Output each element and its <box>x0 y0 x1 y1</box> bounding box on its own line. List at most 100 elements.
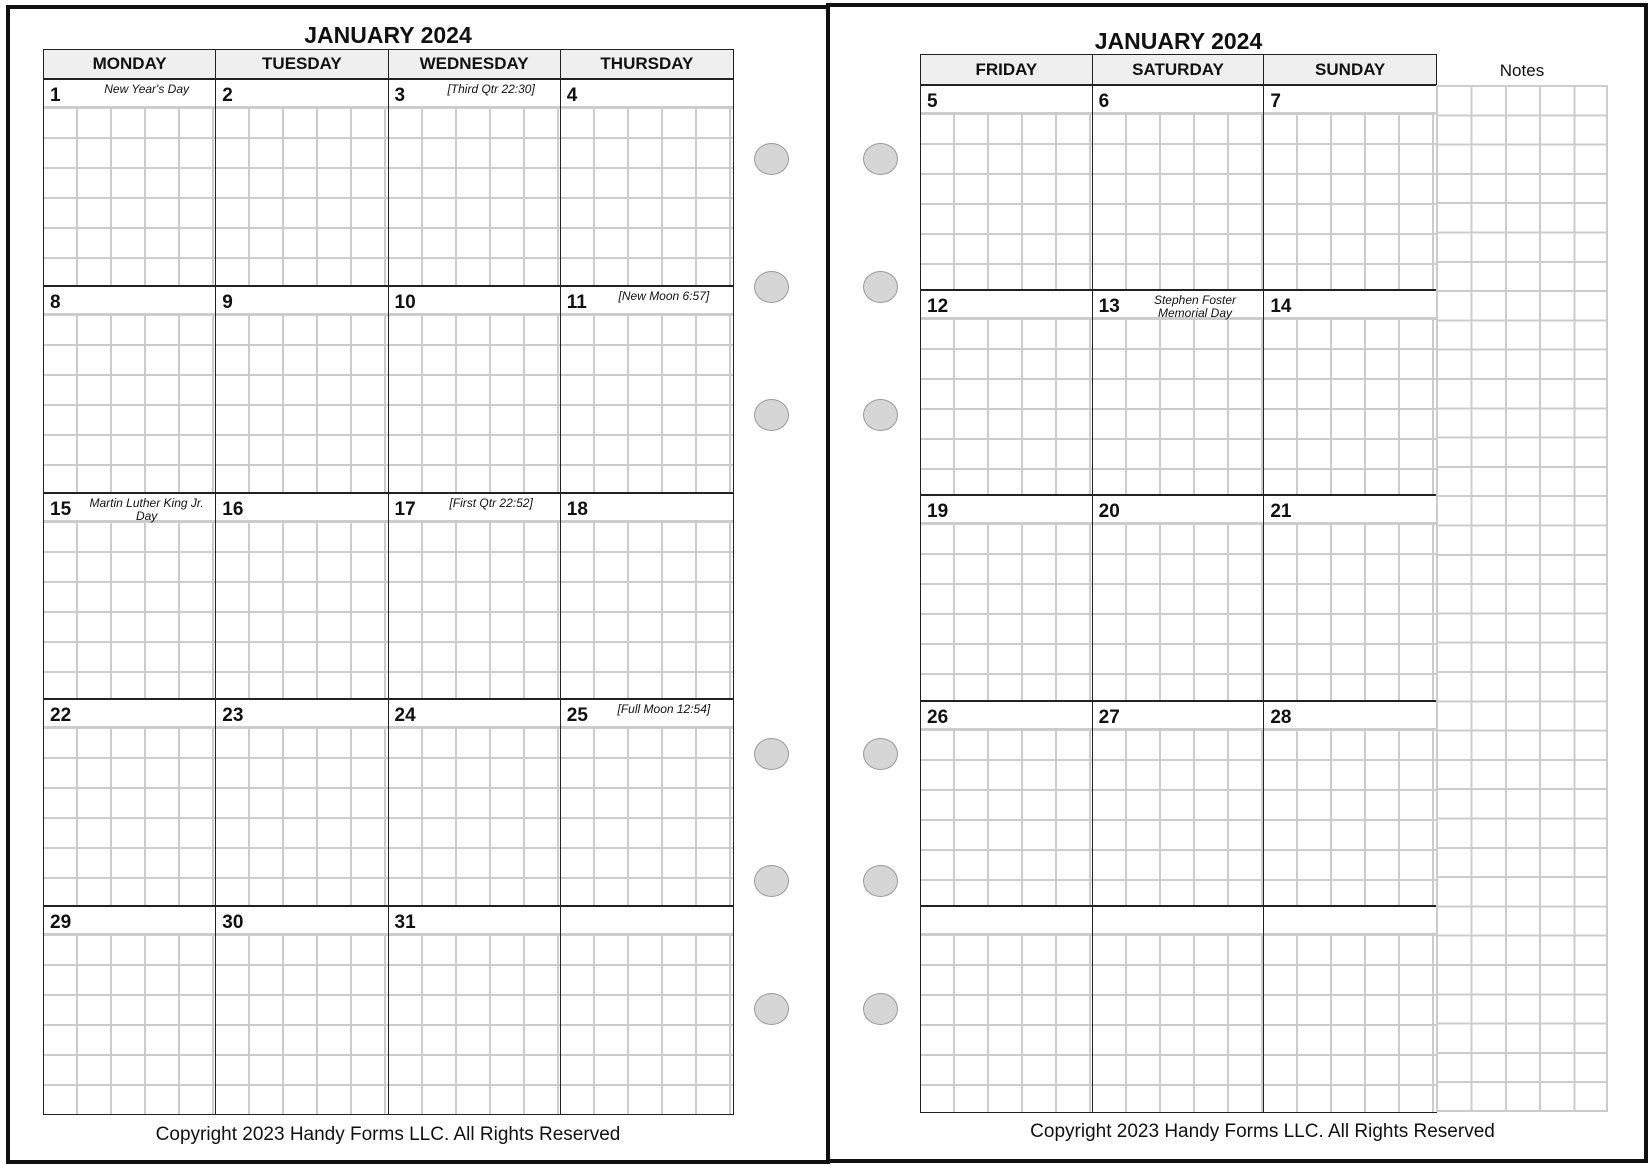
right-copyright: Copyright 2023 Handy Forms LLC. All Righ… <box>1030 1121 1495 1142</box>
binder-hole-icon <box>754 399 789 431</box>
day-number-band <box>560 700 733 729</box>
day-cell[interactable]: 14 <box>1264 291 1436 497</box>
day-cell[interactable] <box>560 907 733 1114</box>
day-number: 10 <box>394 291 416 313</box>
day-number-band <box>44 80 216 108</box>
day-number-band <box>44 907 216 936</box>
day-cell[interactable]: 18 <box>560 493 733 701</box>
day-number: 20 <box>1098 501 1120 523</box>
day-number: 17 <box>394 498 416 520</box>
binder-hole-icon <box>863 865 898 897</box>
day-cell[interactable]: 12 <box>921 291 1093 497</box>
day-number-band <box>921 291 1092 320</box>
day-number: 6 <box>1098 91 1110 112</box>
day-number-band <box>216 493 388 522</box>
notes-area[interactable] <box>1436 85 1608 1112</box>
day-number-band <box>44 286 216 315</box>
day-cell[interactable]: 7 <box>1264 86 1436 292</box>
day-number: 9 <box>222 291 233 313</box>
day-note: Martin Luther King Jr. Day <box>89 495 204 523</box>
left-copyright: Copyright 2023 Handy Forms LLC. All Righ… <box>155 1124 621 1145</box>
day-number-band <box>560 80 733 108</box>
day-header-thursday: THURSDAY <box>560 50 733 80</box>
day-cell[interactable]: 15 Martin Luther King Jr. Day <box>44 493 217 701</box>
day-cell[interactable]: 17 [First Qtr 22:52] <box>388 493 561 701</box>
day-number-band <box>1264 701 1436 730</box>
day-number-band <box>1092 701 1264 730</box>
day-cell[interactable]: 21 <box>1264 496 1436 702</box>
binder-hole-icon <box>754 993 789 1025</box>
day-number-band <box>388 80 560 108</box>
day-number-band <box>1264 496 1436 525</box>
day-header-tuesday: TUESDAY <box>216 50 389 80</box>
day-number: 30 <box>222 912 244 934</box>
day-note: [Third Qtr 22:30] <box>447 82 535 96</box>
day-number: 11 <box>566 291 587 313</box>
day-number: 14 <box>1270 296 1292 318</box>
day-cell[interactable]: 8 <box>44 286 217 494</box>
binder-hole-icon <box>754 271 789 303</box>
day-number-band <box>388 907 560 936</box>
binder-hole-icon <box>863 399 898 431</box>
day-number: 21 <box>1270 501 1292 523</box>
day-note: [Full Moon 12:54] <box>617 702 711 717</box>
day-cell[interactable]: 16 <box>216 493 389 701</box>
day-cell[interactable]: 23 <box>216 700 389 908</box>
day-note: Stephen Foster Memorial Day <box>1153 293 1237 321</box>
day-cell[interactable] <box>1264 906 1436 1112</box>
day-cell[interactable]: 13 Stephen Foster Memorial Day <box>1092 291 1265 497</box>
right-page-title: JANUARY 2024 <box>1094 28 1263 54</box>
day-number-band <box>216 700 388 729</box>
day-cell[interactable]: 26 <box>921 701 1093 907</box>
day-cell[interactable]: 25 [Full Moon 12:54] <box>560 700 733 908</box>
day-cell[interactable] <box>921 906 1093 1112</box>
binder-hole-icon <box>754 738 789 770</box>
day-number-band <box>216 80 388 108</box>
day-number: 3 <box>394 85 406 106</box>
day-number-band <box>44 493 216 522</box>
day-cell[interactable]: 3 [Third Qtr 22:30] <box>388 80 561 287</box>
day-cell[interactable]: 4 <box>560 80 733 287</box>
day-number-band <box>921 496 1092 525</box>
day-number-band <box>1092 496 1264 525</box>
day-number: 31 <box>394 912 416 934</box>
day-cell[interactable]: 2 <box>216 80 389 287</box>
day-cell[interactable]: 5 <box>921 86 1093 292</box>
day-number-band <box>560 286 733 315</box>
day-cell[interactable]: 6 <box>1092 86 1265 292</box>
day-cell[interactable]: 9 <box>216 286 389 494</box>
day-number: 22 <box>50 705 72 727</box>
day-number-band <box>1092 86 1264 114</box>
day-cell[interactable]: 28 <box>1264 701 1436 907</box>
binder-hole-icon <box>863 993 898 1025</box>
day-number-band <box>388 286 560 315</box>
day-number: 24 <box>394 705 416 727</box>
day-cell[interactable]: 1 New Year's Day <box>44 80 217 287</box>
day-cell[interactable]: 24 <box>388 700 561 908</box>
day-cell[interactable]: 20 <box>1092 496 1265 702</box>
binder-hole-icon <box>863 143 898 175</box>
day-number: 19 <box>927 501 949 523</box>
day-number-band <box>921 906 1092 935</box>
day-cell[interactable]: 30 <box>216 907 389 1114</box>
day-note: New Year's Day <box>104 82 190 96</box>
day-number-band <box>921 701 1092 730</box>
day-cell[interactable]: 11 [New Moon 6:57] <box>560 286 733 494</box>
day-cell[interactable]: 27 <box>1092 701 1265 907</box>
day-number: 26 <box>927 706 949 728</box>
day-number-band <box>921 86 1092 114</box>
day-header-friday: FRIDAY <box>921 55 1093 86</box>
day-number-band <box>1092 906 1264 935</box>
binder-hole-icon <box>863 271 898 303</box>
day-cell[interactable] <box>1092 906 1265 1112</box>
day-header-monday: MONDAY <box>44 50 217 80</box>
day-number: 25 <box>566 705 588 727</box>
day-number: 4 <box>566 85 578 106</box>
day-cell[interactable]: 10 <box>388 286 561 494</box>
day-number-band <box>1264 291 1436 320</box>
day-number: 18 <box>566 498 588 520</box>
day-cell[interactable]: 29 <box>44 907 217 1114</box>
day-cell[interactable]: 31 <box>388 907 561 1114</box>
day-cell[interactable]: 22 <box>44 700 217 908</box>
day-cell[interactable]: 19 <box>921 496 1093 702</box>
